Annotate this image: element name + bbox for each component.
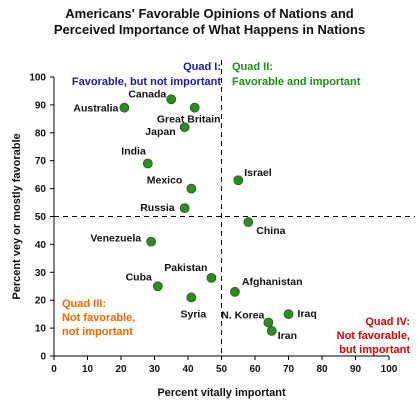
y-tick-label: 20 — [35, 296, 47, 307]
quadrant-3-label: Not favorable, — [62, 312, 135, 324]
point-china — [243, 217, 254, 227]
point-n-korea — [263, 317, 274, 328]
point-label-great-britain: Great Britain — [157, 114, 221, 126]
quadrant-3-label: Quad III: — [62, 298, 106, 310]
point-india — [142, 158, 153, 169]
point-canada — [166, 94, 177, 105]
x-tick-label: 0 — [51, 364, 57, 375]
y-tick-label: 10 — [35, 324, 47, 335]
chart-title-line-2: Perceived Importance of What Happens in … — [53, 22, 366, 37]
point-cuba — [152, 281, 163, 292]
chart-title-line-1: Americans' Favorable Opinions of Nations… — [65, 6, 354, 21]
y-tick-label: 80 — [35, 128, 47, 139]
point-iraq — [283, 309, 294, 320]
y-tick-label: 40 — [35, 240, 47, 251]
quadrant-1-label: Favorable, but not important — [72, 76, 221, 88]
quadrant-4-label: Quad IV: — [365, 316, 410, 328]
point-label-canada: Canada — [128, 88, 166, 100]
point-label-russia: Russia — [140, 202, 175, 214]
x-axis-label: Percent vitally important — [157, 387, 286, 399]
x-tick-label: 40 — [182, 364, 194, 375]
point-australia — [119, 102, 130, 113]
point-label-afghanistan: Afghanistan — [242, 276, 303, 288]
point-label-syria: Syria — [181, 308, 207, 320]
quadrant-4-label: Not favorable, — [337, 330, 410, 342]
point-label-mexico: Mexico — [147, 175, 183, 187]
quadrant-4-label: but important — [339, 344, 410, 356]
x-tick-label: 30 — [149, 364, 161, 375]
y-tick-label: 30 — [35, 268, 47, 279]
x-tick-label: 20 — [115, 364, 127, 375]
point-label-n-korea: N. Korea — [221, 310, 264, 322]
quadrant-2-label: Favorable and important — [232, 76, 361, 88]
quadrant-1-label: Quad I: — [183, 61, 221, 73]
point-mexico — [186, 183, 197, 194]
y-tick-label: 0 — [40, 352, 46, 363]
x-tick-label: 10 — [82, 364, 94, 375]
point-israel — [233, 175, 244, 186]
point-label-cuba: Cuba — [126, 271, 152, 283]
point-label-iran: Iran — [278, 330, 297, 342]
point-venezuela — [146, 236, 157, 247]
point-label-israel: Israel — [244, 167, 272, 179]
point-label-japan: Japan — [145, 126, 175, 138]
point-label-venezuela: Venezuela — [90, 233, 141, 245]
point-great-britain — [189, 102, 200, 113]
x-tick-label: 100 — [381, 364, 398, 375]
x-tick-label: 50 — [216, 364, 228, 375]
point-label-india: India — [121, 145, 146, 157]
point-afghanistan — [229, 286, 240, 297]
x-tick-label: 60 — [249, 364, 261, 375]
point-syria — [186, 292, 197, 303]
point-label-pakistan: Pakistan — [164, 262, 207, 274]
point-pakistan — [206, 272, 217, 283]
point-japan — [179, 122, 190, 133]
y-tick-label: 100 — [29, 73, 46, 84]
quadrant-3-label: not important — [62, 326, 133, 338]
y-tick-label: 90 — [35, 100, 47, 111]
point-iran — [266, 325, 277, 336]
point-label-iraq: Iraq — [298, 308, 317, 320]
point-label-australia: Australia — [73, 103, 118, 115]
y-tick-label: 70 — [35, 156, 47, 167]
point-label-china: China — [256, 225, 285, 237]
y-axis-label: Percent vey or mostly favorable — [11, 133, 23, 299]
x-tick-label: 70 — [283, 364, 295, 375]
y-tick-label: 60 — [35, 184, 47, 195]
point-russia — [179, 203, 190, 214]
quadrant-2-label: Quad II: — [232, 61, 273, 73]
x-tick-label: 80 — [316, 364, 328, 375]
x-tick-label: 90 — [350, 364, 362, 375]
y-tick-label: 50 — [35, 212, 47, 223]
